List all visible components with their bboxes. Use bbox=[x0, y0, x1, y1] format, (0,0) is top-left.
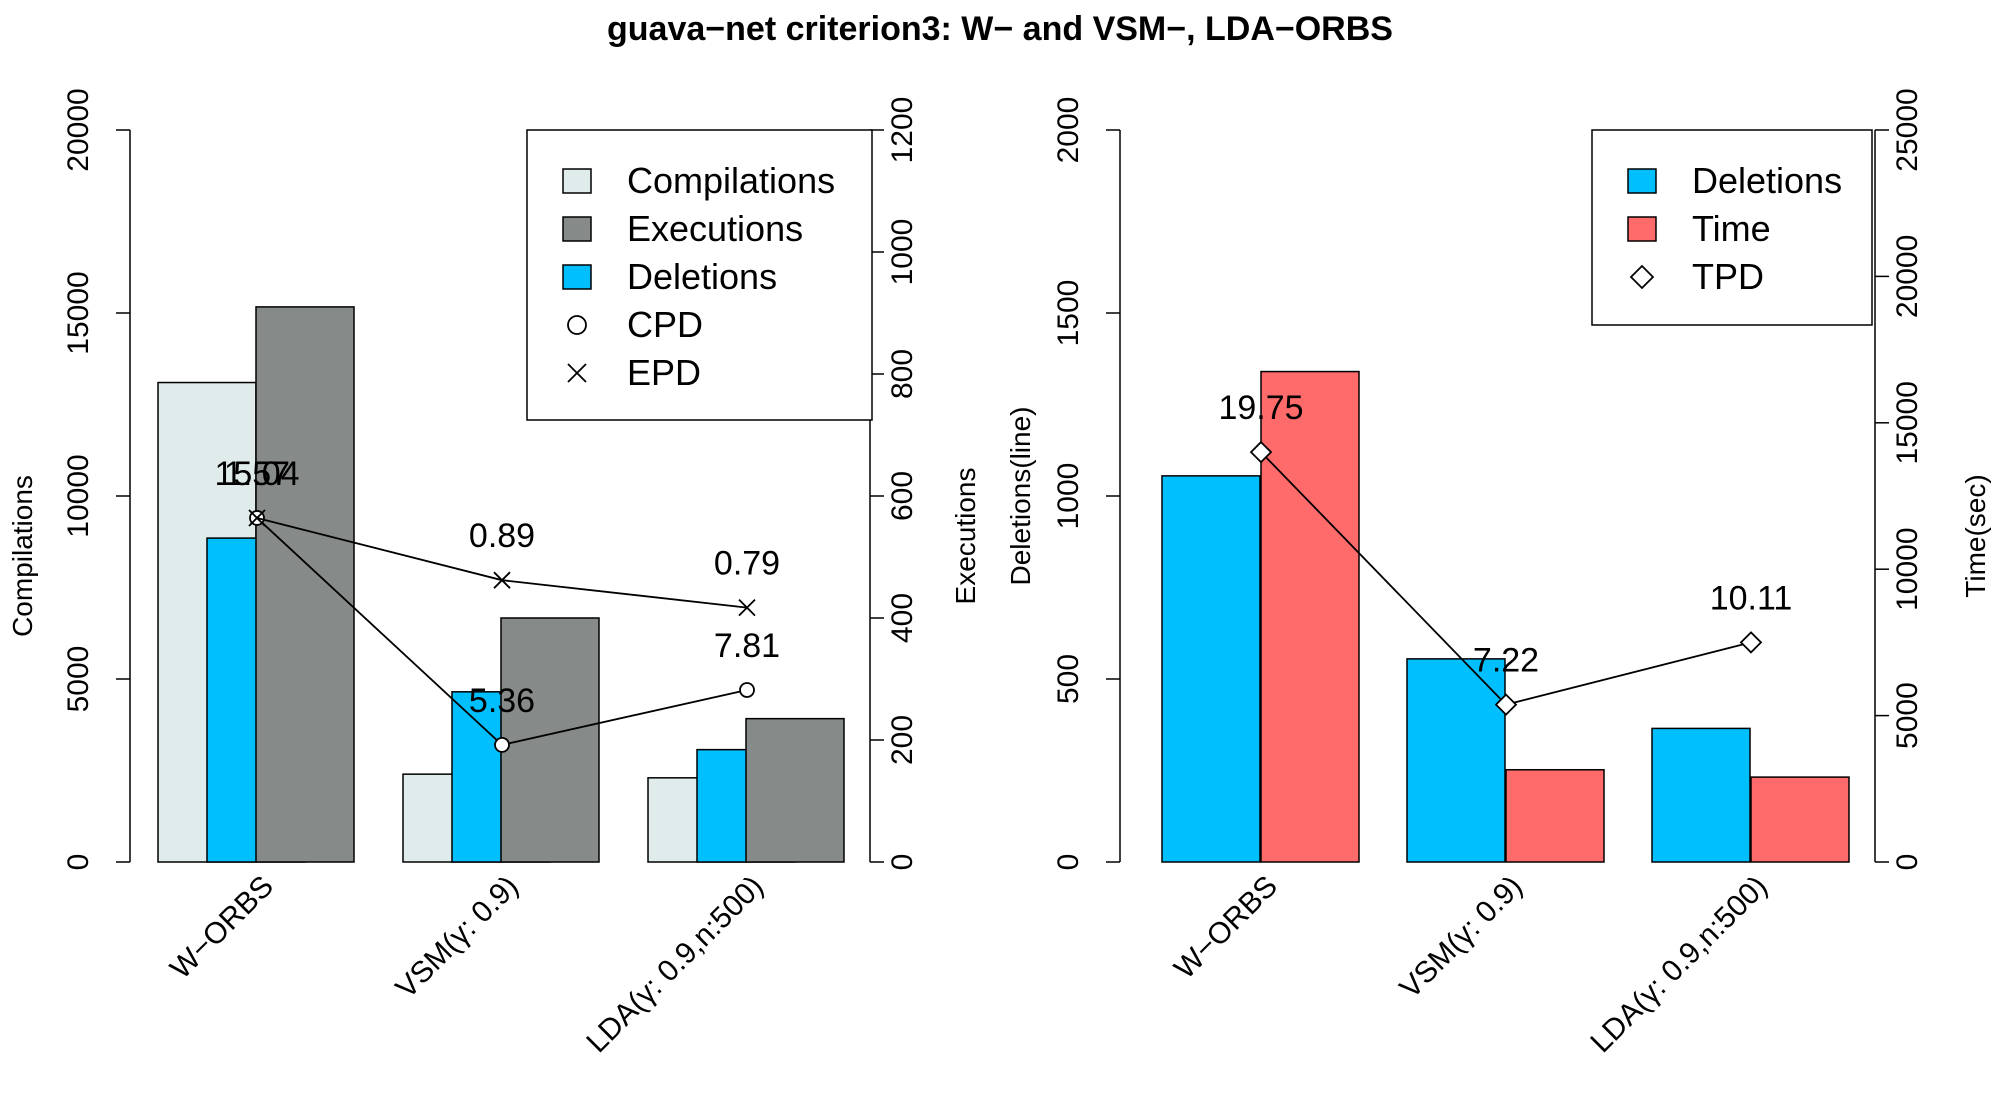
bar-time-1 bbox=[1260, 370, 1360, 863]
legend-swatch-compilations bbox=[562, 168, 592, 194]
legend: Deletions Time TPD bbox=[1591, 129, 1873, 326]
right-axis-tick-label: 800 bbox=[886, 349, 919, 399]
right-axis-tick-label: 1200 bbox=[886, 97, 919, 164]
legend-label-cpd: CPD bbox=[627, 304, 703, 345]
right-axis-tick-label: 25000 bbox=[1891, 88, 1924, 171]
legend-swatch-deletions bbox=[1627, 168, 1657, 194]
legend-label-deletions: Deletions bbox=[1692, 160, 1842, 201]
legend-marker-cpd bbox=[567, 315, 587, 335]
bar-executions-3 bbox=[745, 717, 845, 863]
right-axis-tick-label: 400 bbox=[886, 593, 919, 643]
bar-time-2 bbox=[1505, 769, 1605, 863]
left-axis-tick-label: 1500 bbox=[1052, 280, 1085, 347]
data-label-epd-2: 0.89 bbox=[469, 517, 535, 555]
point-tpd-1 bbox=[1249, 440, 1273, 464]
legend-swatch-executions bbox=[562, 216, 592, 242]
legend: Compilations Executions Deletions CPD EPD bbox=[526, 129, 873, 421]
point-tpd-3 bbox=[1739, 631, 1763, 654]
right-axis-tick-label: 0 bbox=[886, 854, 919, 871]
left-axis-title: Compilations bbox=[7, 475, 38, 637]
bar-deletions-3 bbox=[1651, 727, 1751, 863]
data-label-cpd-2: 5.36 bbox=[469, 682, 535, 720]
left-axis-tick-label: 0 bbox=[62, 854, 95, 871]
category-label-3: LDA(γ: 0.9,n:500) bbox=[1584, 870, 1774, 1060]
right-axis-tick-label: 15000 bbox=[1891, 381, 1924, 464]
legend-label-epd: EPD bbox=[627, 352, 701, 393]
bar-deletions-2 bbox=[1406, 658, 1506, 863]
left-axis-tick-label: 15000 bbox=[62, 271, 95, 354]
data-label-cpd-3: 7.81 bbox=[714, 627, 780, 665]
right-axis-tick-label: 600 bbox=[886, 471, 919, 521]
left-axis-tick-label: 0 bbox=[1052, 854, 1085, 871]
data-label-tpd-2: 7.22 bbox=[1473, 642, 1539, 680]
right-axis-tick-label: 200 bbox=[886, 715, 919, 765]
point-cpd-2 bbox=[494, 736, 510, 753]
chart-panel-1: 0 5000 10000 15000 20000 Compilations 0 200 400 6… bbox=[7, 88, 981, 1059]
category-label-3: LDA(γ: 0.9,n:500) bbox=[580, 870, 770, 1060]
data-label-epd-1: 1.57 bbox=[224, 455, 290, 493]
legend-label-executions: Executions bbox=[627, 208, 803, 249]
right-axis-tick-label: 1000 bbox=[886, 219, 919, 286]
legend-swatch-deletions bbox=[562, 264, 592, 290]
category-label-1: W−ORBS bbox=[164, 870, 280, 986]
legend-marker-tpd bbox=[1629, 264, 1655, 290]
category-label-2: VSM(γ: 0.9) bbox=[1394, 870, 1529, 1005]
data-label-cpd-1: 15.04 bbox=[214, 455, 299, 493]
left-axis-title: Deletions(line) bbox=[1005, 407, 1036, 586]
bar-executions-2 bbox=[500, 617, 600, 863]
bar-executions-1 bbox=[255, 306, 355, 863]
legend-label-time: Time bbox=[1692, 208, 1771, 249]
data-label-epd-3: 0.79 bbox=[714, 545, 780, 583]
bar-deletions-1 bbox=[1161, 475, 1261, 863]
left-axis-tick-label: 500 bbox=[1052, 654, 1085, 704]
point-cpd-3 bbox=[739, 682, 755, 698]
left-axis-tick-label: 10000 bbox=[62, 454, 95, 537]
chart-title: guava−net criterion3: W− and VSM−, LDA−O… bbox=[607, 10, 1393, 48]
chart-panels: 05000100001500020000Compilations02004006… bbox=[7, 88, 1991, 1059]
legend-label-compilations: Compilations bbox=[627, 160, 835, 201]
left-axis-tick-label: 20000 bbox=[62, 88, 95, 171]
category-label-1: W−ORBS bbox=[1168, 870, 1284, 986]
bar-time-3 bbox=[1750, 776, 1850, 863]
left-axis-tick-label: 2000 bbox=[1052, 97, 1085, 164]
category-label-2: VSM(γ: 0.9) bbox=[390, 870, 525, 1005]
data-label-tpd-1: 19.75 bbox=[1218, 389, 1303, 427]
left-axis-tick-label: 5000 bbox=[62, 646, 95, 713]
point-epd-2 bbox=[493, 571, 511, 589]
right-axis-tick-label: 0 bbox=[1891, 854, 1924, 871]
point-epd-3 bbox=[738, 598, 756, 617]
point-epd-1 bbox=[248, 509, 266, 527]
legend-label-tpd: TPD bbox=[1692, 256, 1764, 297]
legend-marker-epd bbox=[567, 363, 587, 383]
legend-label-deletions: Deletions bbox=[627, 256, 777, 297]
right-axis-title: Time(sec) bbox=[1960, 474, 1991, 597]
chart-panel-2: 0 500 1000 1500 2000 Deletions(line) 0 5000 1000… bbox=[1005, 88, 1991, 1059]
right-axis-tick-label: 20000 bbox=[1891, 235, 1924, 318]
right-axis-title: Executions bbox=[950, 468, 981, 605]
legend-swatch-time bbox=[1627, 216, 1657, 242]
data-label-tpd-3: 10.11 bbox=[1710, 579, 1793, 617]
right-axis-tick-label: 5000 bbox=[1891, 682, 1924, 749]
left-axis-tick-label: 1000 bbox=[1052, 463, 1085, 530]
right-axis-tick-label: 10000 bbox=[1891, 527, 1924, 610]
point-tpd-2 bbox=[1494, 693, 1518, 716]
